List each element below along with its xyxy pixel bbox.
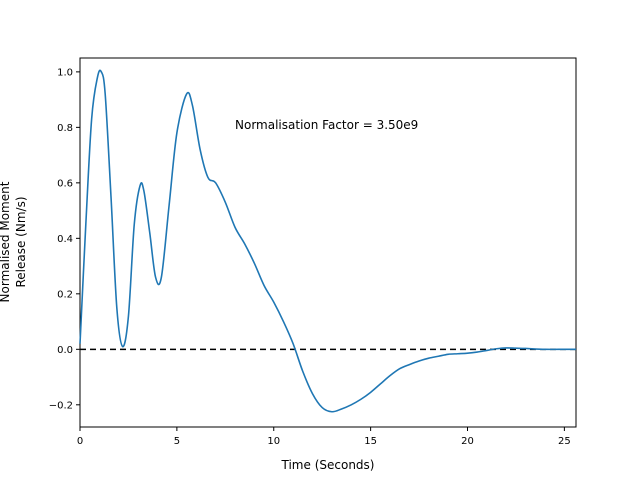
x-tick-label: 10 bbox=[267, 436, 280, 447]
y-tick-label: 1.0 bbox=[57, 67, 73, 78]
normalisation-annotation: Normalisation Factor = 3.50e9 bbox=[235, 118, 418, 132]
x-tick-label: 5 bbox=[174, 436, 180, 447]
y-tick-label: 0.6 bbox=[57, 178, 73, 189]
x-tick-label: 15 bbox=[364, 436, 377, 447]
y-tick-label: 0.8 bbox=[57, 123, 73, 134]
plot-area bbox=[79, 57, 577, 428]
y-axis-label-line-1: Normalised Moment bbox=[0, 181, 12, 302]
y-axis-label-line-2: Release (Nm/s) bbox=[14, 196, 28, 287]
x-tick-label: 20 bbox=[461, 436, 474, 447]
series-line bbox=[79, 69, 576, 413]
y-tick-label: −0.2 bbox=[49, 400, 73, 411]
x-tick-label: 25 bbox=[558, 436, 571, 447]
y-axis: −0.2 0.0 0.2 0.4 0.6 0.8 1.0 bbox=[49, 67, 80, 411]
y-tick-label: 0.4 bbox=[57, 234, 73, 245]
y-axis-label: Normalised Moment Release (Nm/s) bbox=[0, 181, 28, 302]
x-axis-label: Time (Seconds) bbox=[281, 458, 375, 472]
x-axis: 0 5 10 15 20 25 bbox=[77, 427, 571, 447]
x-tick-label: 0 bbox=[77, 436, 83, 447]
y-tick-label: 0.2 bbox=[57, 289, 73, 300]
y-tick-label: 0.0 bbox=[57, 345, 73, 356]
